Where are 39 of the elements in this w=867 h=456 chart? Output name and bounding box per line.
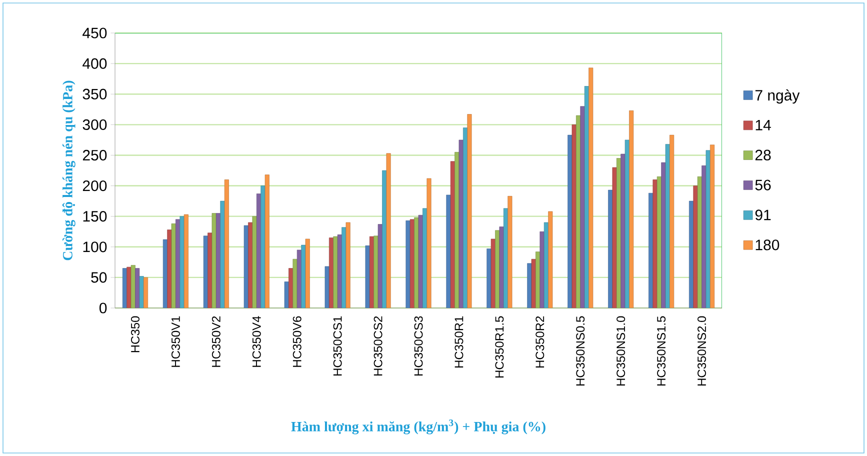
legend-label: 56 [755, 180, 771, 190]
legend-label: 28 [755, 150, 771, 160]
x-tick-label: HC350V1 [171, 316, 180, 367]
x-tick-label: HC350NS2.0 [698, 316, 706, 386]
y-tick-label: 300 [82, 119, 107, 130]
legend-label: 14 [756, 120, 771, 130]
y-axis-title: Cường độ kháng nén qu (kPa) [62, 80, 76, 260]
y-tick-label: 450 [82, 28, 107, 38]
bar [426, 178, 432, 308]
bar [292, 258, 298, 308]
y-tick-label: 0 [99, 302, 107, 314]
x-tick-label: HC350R1.5 [495, 316, 504, 378]
bar [540, 231, 544, 308]
y-tick-label: 100 [83, 242, 107, 252]
y-tick-label: 150 [83, 211, 107, 222]
x-tick-label: HC350R1 [454, 316, 464, 368]
x-tick-label: HC350CS3 [414, 316, 423, 376]
y-tick-label: 350 [82, 88, 107, 100]
x-tick-label: HC350V2 [212, 316, 220, 367]
bar [406, 220, 410, 308]
y-tick-label: 250 [82, 150, 107, 161]
x-tick-label: HC350R2 [536, 316, 544, 368]
y-tick-label: 200 [82, 180, 107, 192]
legend-label: 180 [756, 240, 780, 250]
x-tick-label: HC350V4 [252, 316, 261, 367]
x-tick-label: HC350CS1 [333, 316, 342, 376]
y-tick-label: 400 [82, 58, 107, 69]
x-tick-label: HC350NS1.5 [657, 316, 666, 386]
bar [652, 180, 658, 308]
x-tick-label: HC350V6 [292, 316, 302, 367]
x-tick-label: HC350NS0.5 [576, 316, 585, 386]
x-tick-label: HC350NS1.0 [616, 316, 626, 386]
x-axis-title: Hàm lượng xi măng (kg/m$^{3}$) + Phụ gia (%) [291, 420, 546, 434]
x-tick-label: HC350CS2 [374, 316, 382, 376]
y-tick-label: 50 [91, 272, 107, 283]
legend-label: 7 ngày [755, 89, 800, 104]
x-tick-label: HC350 [130, 316, 140, 352]
legend-label: 91 [755, 210, 771, 220]
bar [180, 216, 184, 308]
